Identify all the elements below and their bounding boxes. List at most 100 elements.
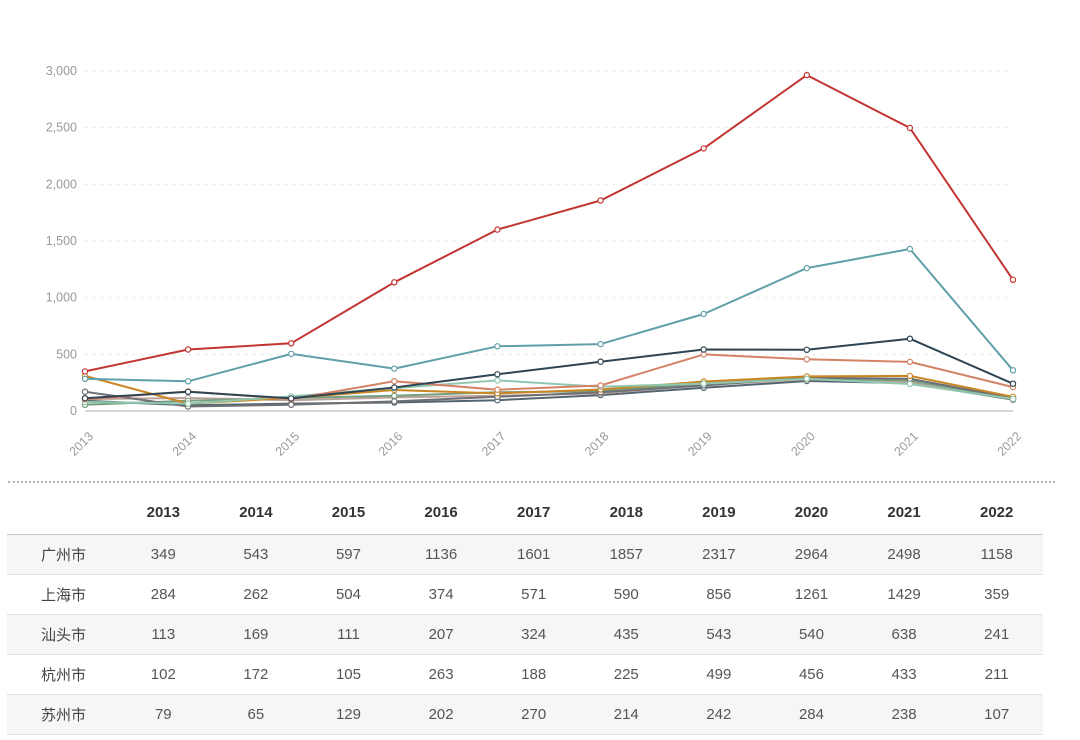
value-cell: 105 xyxy=(302,654,395,695)
data-point-marker[interactable] xyxy=(1009,380,1017,387)
data-point-marker[interactable] xyxy=(288,401,295,408)
value-cell: 374 xyxy=(394,574,488,615)
data-point-marker[interactable] xyxy=(288,350,295,358)
series-line[interactable] xyxy=(84,377,1014,405)
series-line[interactable] xyxy=(84,248,1014,383)
data-point-marker[interactable] xyxy=(391,279,398,286)
data-point-marker[interactable] xyxy=(391,384,398,391)
x-axis-tick-label: 2013 xyxy=(67,429,97,459)
data-point-marker[interactable] xyxy=(81,368,89,375)
series-line[interactable] xyxy=(84,337,1014,400)
table-header-row: 2013 2014 2015 2016 2017 2018 2019 2020 2021 2022 xyxy=(7,491,1043,535)
value-cell: 638 xyxy=(857,614,951,655)
data-point-marker[interactable] xyxy=(803,356,811,363)
data-point-marker[interactable] xyxy=(494,343,501,350)
x-axis-tick-label: 2020 xyxy=(788,429,818,459)
data-point-marker[interactable] xyxy=(597,197,604,204)
year-header-cell: 2013 xyxy=(117,491,210,535)
data-point-marker[interactable] xyxy=(803,264,811,272)
table-body: 广州市 349 543 597 1136 1601 1857 2317 2964 2498 1158… xyxy=(7,534,1043,735)
value-cell: 435 xyxy=(579,614,673,655)
data-point-marker[interactable] xyxy=(81,375,89,382)
value-cell: 1136 xyxy=(394,534,488,575)
value-cell: 856 xyxy=(672,574,766,615)
value-cell: 540 xyxy=(765,614,858,655)
data-point-marker[interactable] xyxy=(597,382,604,389)
value-cell: 113 xyxy=(117,614,210,655)
y-axis-tick-label: 2,500 xyxy=(46,121,77,135)
data-point-marker[interactable] xyxy=(700,380,707,387)
y-axis-tick-label: 2,000 xyxy=(46,177,77,191)
y-axis-tick-label: 1,500 xyxy=(46,234,77,248)
value-cell: 284 xyxy=(117,574,210,615)
value-cell: 2498 xyxy=(857,534,951,575)
data-point-marker[interactable] xyxy=(803,375,811,382)
data-point-marker[interactable] xyxy=(906,335,914,342)
table-row: 苏州市 79 65 129 202 270 214 242 284 238 107 xyxy=(7,694,1043,735)
data-point-marker[interactable] xyxy=(184,400,192,407)
data-point-marker[interactable] xyxy=(700,310,707,318)
data-point-marker[interactable] xyxy=(700,346,707,353)
series-line[interactable] xyxy=(84,74,1014,373)
value-cell: 263 xyxy=(394,654,488,695)
city-name-cell: 广州市 xyxy=(7,534,117,575)
data-point-marker[interactable] xyxy=(906,245,914,253)
city-name-cell: 苏州市 xyxy=(7,694,117,735)
data-point-marker[interactable] xyxy=(288,395,295,402)
data-point-marker[interactable] xyxy=(494,386,501,393)
data-point-marker[interactable] xyxy=(184,346,192,353)
data-point-marker[interactable] xyxy=(700,145,707,152)
value-cell: 211 xyxy=(950,654,1043,695)
value-cell: 169 xyxy=(209,614,303,655)
data-point-marker[interactable] xyxy=(391,378,398,385)
value-cell: 571 xyxy=(487,574,580,615)
value-cell: 543 xyxy=(209,534,303,575)
trend-line-chart[interactable]: 0 500 1,000 1,500 2,000 2,500 3,000 2013 2014 201… xyxy=(0,0,1080,460)
x-axis-tick-label: 2022 xyxy=(995,429,1025,459)
table-row: 上海市 284 262 504 374 571 590 856 1261 1429 359 xyxy=(7,574,1043,615)
x-axis-tick-label: 2021 xyxy=(891,429,921,459)
value-cell: 214 xyxy=(579,694,673,735)
x-axis-tick-label: 2014 xyxy=(170,429,200,459)
data-point-marker[interactable] xyxy=(803,71,811,79)
y-axis-tick-label: 3,000 xyxy=(46,64,77,78)
data-point-marker[interactable] xyxy=(1009,367,1017,374)
x-axis-tick-label: 2018 xyxy=(582,429,612,459)
data-point-marker[interactable] xyxy=(81,395,89,402)
series-line[interactable] xyxy=(84,376,1014,408)
year-header-cell: 2015 xyxy=(302,491,395,535)
data-point-marker[interactable] xyxy=(906,380,914,388)
value-cell: 324 xyxy=(487,614,580,655)
data-point-marker[interactable] xyxy=(597,358,604,365)
year-header-cell: 2019 xyxy=(672,491,766,535)
data-point-marker[interactable] xyxy=(494,371,501,378)
value-cell: 1261 xyxy=(765,574,858,615)
data-point-marker[interactable] xyxy=(81,388,89,395)
data-point-marker[interactable] xyxy=(494,377,501,384)
data-point-marker[interactable] xyxy=(391,365,398,372)
data-point-marker[interactable] xyxy=(1009,395,1017,403)
data-point-marker[interactable] xyxy=(597,340,604,348)
data-point-marker[interactable] xyxy=(391,392,398,399)
data-point-marker[interactable] xyxy=(184,388,192,395)
data-point-marker[interactable] xyxy=(288,340,295,347)
year-header-cell: 2018 xyxy=(579,491,673,535)
value-cell: 102 xyxy=(117,654,210,695)
data-point-marker[interactable] xyxy=(184,378,192,385)
chart-canvas[interactable]: 0 500 1,000 1,500 2,000 2,500 3,000 2013 2014 201… xyxy=(0,0,1080,460)
data-point-marker[interactable] xyxy=(906,358,914,366)
data-point-marker[interactable] xyxy=(391,398,398,405)
data-point-marker[interactable] xyxy=(803,346,811,353)
data-point-marker[interactable] xyxy=(494,226,501,233)
data-point-marker[interactable] xyxy=(906,124,914,132)
value-cell: 597 xyxy=(302,534,395,575)
year-header-cell: 2022 xyxy=(950,491,1043,535)
year-header-cell: 2017 xyxy=(487,491,580,535)
data-point-marker[interactable] xyxy=(906,372,914,380)
value-cell: 107 xyxy=(950,694,1043,735)
value-cell: 188 xyxy=(487,654,580,695)
data-point-marker[interactable] xyxy=(1009,276,1017,283)
corner-cell xyxy=(7,491,117,535)
value-cell: 207 xyxy=(394,614,488,655)
value-cell: 504 xyxy=(302,574,395,615)
